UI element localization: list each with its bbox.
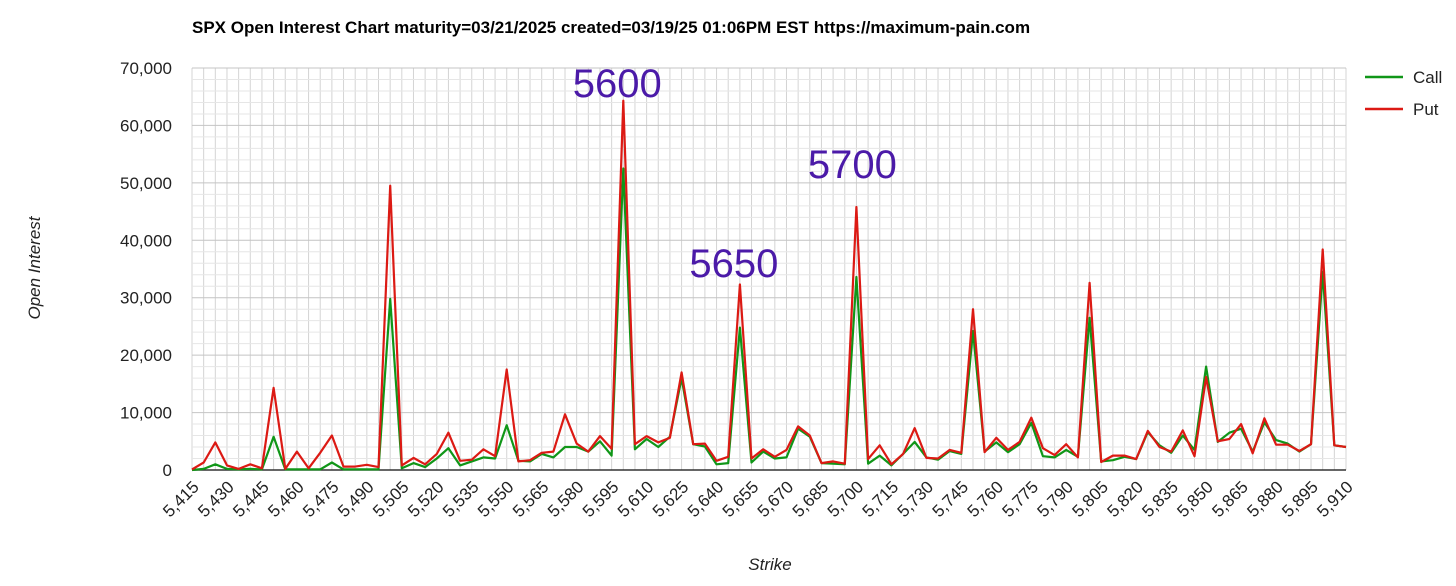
x-tick-label: 5,895 xyxy=(1278,477,1322,521)
x-tick-label: 5,850 xyxy=(1173,477,1217,521)
annotation-label: 5650 xyxy=(689,242,778,286)
x-tick-label: 5,835 xyxy=(1138,477,1182,521)
y-tick-label: 70,000 xyxy=(120,59,172,78)
x-tick-label: 5,535 xyxy=(439,477,483,521)
series-line-put xyxy=(191,99,1347,471)
legend[interactable]: Call Put xyxy=(1365,68,1442,119)
x-tick-label: 5,475 xyxy=(299,477,343,521)
x-tick-label: 5,505 xyxy=(369,477,413,521)
series-lines xyxy=(191,99,1347,472)
y-tick-label: 50,000 xyxy=(120,174,172,193)
x-tick-label: 5,760 xyxy=(964,477,1008,521)
y-axis-ticks: 0 10,000 20,000 30,000 40,000 50,000 60,000 70,… xyxy=(120,59,172,480)
x-tick-label: 5,910 xyxy=(1313,477,1357,521)
x-tick-label: 5,655 xyxy=(719,477,763,521)
x-tick-label: 5,430 xyxy=(194,477,238,521)
x-tick-label: 5,640 xyxy=(684,477,728,521)
x-axis-title: Strike xyxy=(748,555,791,574)
series-line-call xyxy=(191,167,1347,472)
x-tick-label: 5,805 xyxy=(1069,477,1113,521)
x-tick-label: 5,550 xyxy=(474,477,518,521)
x-tick-label: 5,415 xyxy=(159,477,203,521)
x-tick-label: 5,730 xyxy=(894,477,938,521)
x-tick-label: 5,865 xyxy=(1208,477,1252,521)
x-tick-label: 5,790 xyxy=(1034,477,1078,521)
x-tick-label: 5,880 xyxy=(1243,477,1287,521)
y-tick-label: 20,000 xyxy=(120,346,172,365)
x-tick-label: 5,565 xyxy=(509,477,553,521)
x-tick-label: 5,820 xyxy=(1103,477,1147,521)
chart-title: SPX Open Interest Chart maturity=03/21/2… xyxy=(192,18,1030,37)
x-tick-label: 5,595 xyxy=(579,477,623,521)
x-tick-label: 5,610 xyxy=(614,477,658,521)
x-tick-label: 5,715 xyxy=(859,477,903,521)
x-tick-label: 5,670 xyxy=(754,477,798,521)
x-tick-label: 5,520 xyxy=(404,477,448,521)
x-tick-label: 5,625 xyxy=(649,477,693,521)
x-tick-label: 5,745 xyxy=(929,477,973,521)
grid xyxy=(191,67,1347,471)
x-tick-label: 5,775 xyxy=(999,477,1043,521)
y-tick-label: 40,000 xyxy=(120,231,172,250)
x-tick-label: 5,685 xyxy=(789,477,833,521)
y-tick-label: 0 xyxy=(163,461,172,480)
x-axis-ticks: 5,4155,4305,4455,4605,4755,4905,5055,520… xyxy=(159,477,1357,521)
y-axis-title: Open Interest xyxy=(25,215,44,319)
x-tick-label: 5,460 xyxy=(264,477,308,521)
annotation-label: 5600 xyxy=(573,62,662,106)
x-tick-label: 5,580 xyxy=(544,477,588,521)
y-tick-label: 60,000 xyxy=(120,116,172,135)
x-tick-label: 5,445 xyxy=(229,477,273,521)
legend-label-call[interactable]: Call xyxy=(1413,68,1442,87)
annotations: 5600 5650 5700 xyxy=(573,62,897,286)
y-tick-label: 10,000 xyxy=(120,404,172,423)
annotation-label: 5700 xyxy=(808,143,897,187)
x-tick-label: 5,700 xyxy=(824,477,868,521)
legend-label-put[interactable]: Put xyxy=(1413,100,1439,119)
x-tick-label: 5,490 xyxy=(334,477,378,521)
y-tick-label: 30,000 xyxy=(120,289,172,308)
